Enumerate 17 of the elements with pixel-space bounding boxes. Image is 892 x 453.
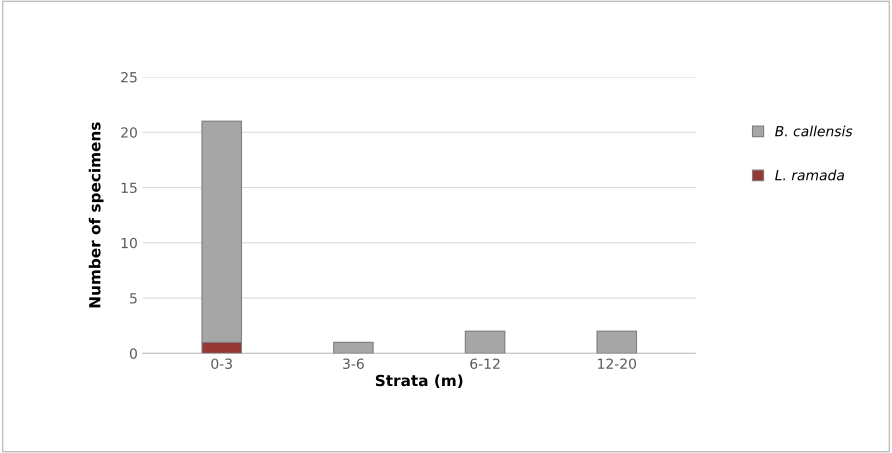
y-axis-title: Number of specimens <box>88 122 104 308</box>
bar <box>333 342 374 354</box>
x-tick-label: 3-6 <box>343 358 364 369</box>
bar <box>464 330 506 354</box>
y-tick-label: 5 <box>130 293 137 304</box>
bar <box>596 330 638 354</box>
y-tick-label: 20 <box>121 127 137 138</box>
y-tick-label: 10 <box>122 238 137 248</box>
x-tick-label: 6-12 <box>470 358 500 369</box>
y-tick-label: 0 <box>130 348 137 359</box>
y-tick-label: 25 <box>121 72 137 82</box>
y-tick-label: 15 <box>122 182 137 194</box>
legend-label: B. callensis <box>775 126 852 136</box>
legend-label: L. ramada <box>775 170 844 180</box>
x-tick-label: 12-20 <box>598 358 636 369</box>
x-tick-label: 0-3 <box>211 358 232 369</box>
x-axis-title: Strata (m) <box>376 374 462 388</box>
